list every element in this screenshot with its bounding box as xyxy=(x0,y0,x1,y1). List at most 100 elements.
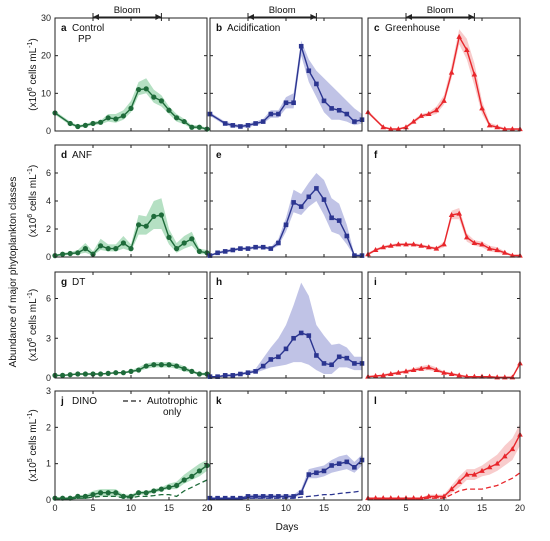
series-line xyxy=(367,34,520,130)
data-point xyxy=(230,495,236,501)
data-point xyxy=(479,241,485,247)
panel-label: DT xyxy=(72,277,85,288)
data-point xyxy=(143,86,149,92)
bloom-label: Bloom xyxy=(427,5,454,16)
panel-f: f xyxy=(365,144,523,258)
data-point xyxy=(464,234,470,240)
data-point xyxy=(166,107,172,113)
data-point xyxy=(329,106,334,111)
x-axis-title: Days xyxy=(276,522,299,533)
x-tick-label: 10 xyxy=(439,503,449,513)
panel-letter: f xyxy=(374,150,378,161)
data-point xyxy=(426,493,432,499)
data-point xyxy=(151,94,157,100)
data-point xyxy=(329,463,334,468)
data-point xyxy=(120,493,126,499)
data-point xyxy=(314,353,319,358)
bloom-marker-2: Bloom xyxy=(405,5,475,21)
data-point xyxy=(403,368,409,374)
data-point xyxy=(456,33,462,39)
data-point xyxy=(189,473,195,479)
data-point xyxy=(120,370,126,376)
data-point xyxy=(82,493,88,499)
y-tick-label: 2 xyxy=(46,422,51,432)
data-point xyxy=(158,486,164,492)
data-point xyxy=(268,357,274,362)
x-tick-label: 10 xyxy=(281,503,291,513)
x-tick-label: 15 xyxy=(164,503,174,513)
data-point xyxy=(448,486,455,492)
range-band xyxy=(55,78,207,131)
data-point xyxy=(291,100,296,106)
data-point xyxy=(189,124,195,130)
panel-label: Acidification xyxy=(227,23,280,34)
shared-y-axis-title: Abundance of major phytoplankton classes xyxy=(8,177,19,368)
data-point xyxy=(441,493,447,499)
data-point xyxy=(276,354,281,360)
data-point xyxy=(82,122,88,128)
panel-frame xyxy=(367,17,521,132)
data-point xyxy=(128,246,134,252)
y-unit-close: ) xyxy=(28,409,39,412)
panel-letter: i xyxy=(374,277,377,288)
data-point xyxy=(441,97,447,103)
y-tick-label: 3 xyxy=(46,386,51,396)
data-point xyxy=(181,118,187,125)
data-point xyxy=(181,477,187,483)
data-point xyxy=(403,124,409,130)
data-point xyxy=(230,373,236,378)
data-point xyxy=(486,122,493,128)
y-unit-exponent: 6 xyxy=(27,214,34,218)
data-point xyxy=(75,123,81,130)
data-point xyxy=(60,251,66,257)
range-band xyxy=(210,40,362,128)
data-point xyxy=(181,366,187,372)
data-point xyxy=(136,490,142,496)
panel-label: ANF xyxy=(72,150,92,161)
data-point xyxy=(395,369,402,375)
data-point xyxy=(314,470,319,476)
data-point xyxy=(60,495,66,501)
x-tick-label: 20 xyxy=(515,503,525,513)
data-point xyxy=(174,115,180,121)
data-point xyxy=(215,495,220,501)
data-point xyxy=(276,111,281,117)
data-point xyxy=(90,491,96,498)
data-point xyxy=(120,113,126,119)
data-point xyxy=(314,81,319,87)
data-point xyxy=(388,242,394,248)
data-point xyxy=(174,363,180,369)
data-point xyxy=(90,120,96,127)
data-point xyxy=(410,495,417,501)
panel-letter: k xyxy=(216,396,222,407)
data-point xyxy=(306,333,312,338)
data-point xyxy=(128,368,134,374)
panel-letter: h xyxy=(216,277,222,288)
data-point xyxy=(380,124,386,130)
data-point xyxy=(75,493,81,499)
data-point xyxy=(448,69,455,75)
data-point xyxy=(380,244,386,250)
data-point xyxy=(298,330,304,336)
data-point xyxy=(502,249,508,255)
y-tick-label: 1 xyxy=(46,459,51,469)
data-point xyxy=(336,218,342,223)
panel-label: DINO xyxy=(72,396,97,407)
panel-e: e xyxy=(207,144,365,258)
y-unit-exponent: 6 xyxy=(27,87,34,91)
data-point xyxy=(196,468,202,474)
y-tick-label: 0 xyxy=(46,126,51,136)
data-point xyxy=(268,246,274,251)
data-point xyxy=(306,194,312,200)
panel-label: PP xyxy=(78,34,92,45)
data-point xyxy=(67,120,73,127)
data-point xyxy=(321,197,327,202)
data-point xyxy=(128,493,134,499)
data-point xyxy=(336,354,342,360)
y-tick-label: 30 xyxy=(41,13,51,23)
panel-h: h xyxy=(207,271,365,379)
y-unit-label: (x106 cells mL-1) xyxy=(27,165,39,237)
data-point xyxy=(433,367,440,373)
